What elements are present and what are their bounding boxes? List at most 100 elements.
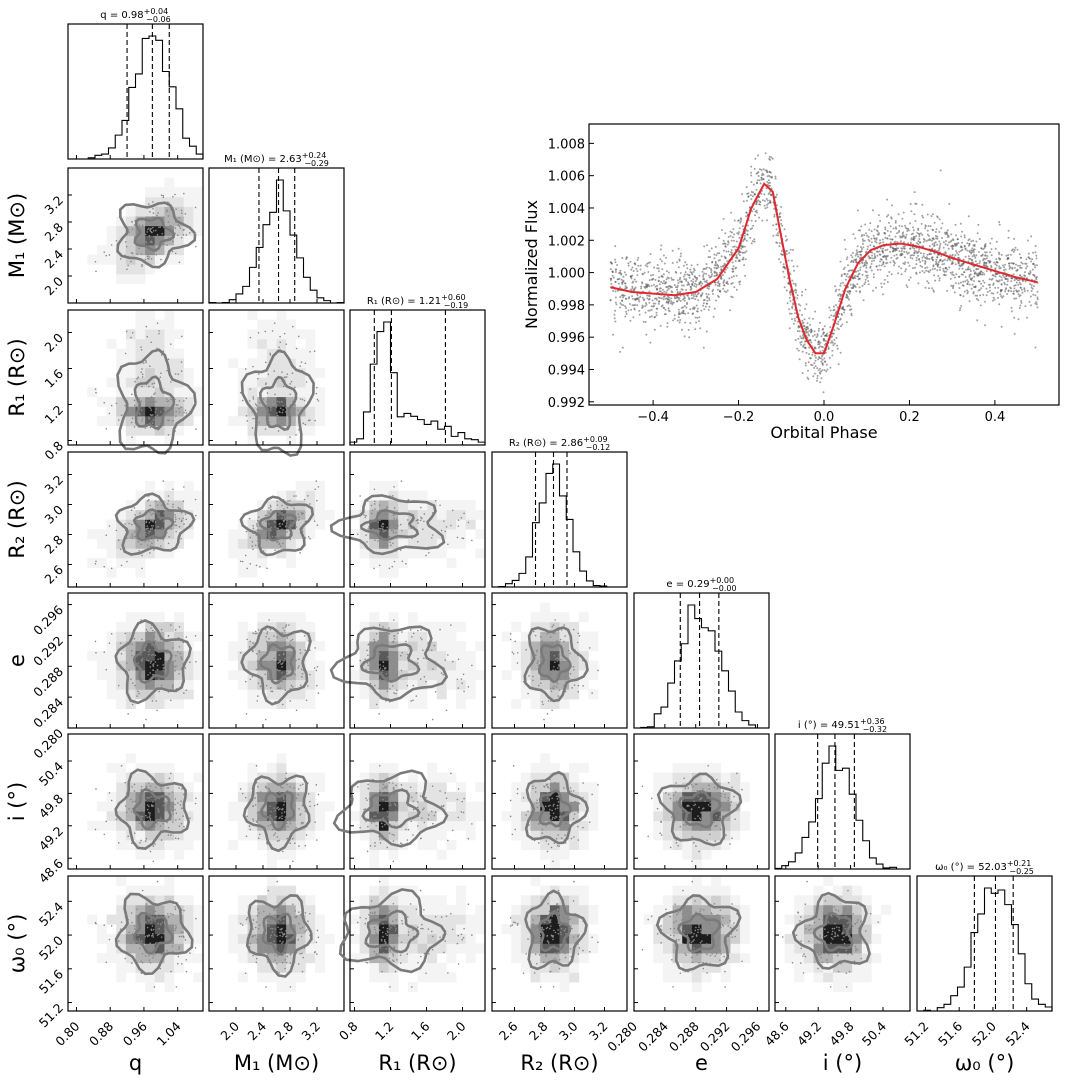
sample-point: [138, 810, 140, 812]
sample-point: [259, 685, 262, 688]
density-cell: [569, 820, 580, 831]
sample-point: [409, 629, 412, 631]
sample-point: [356, 786, 359, 788]
sample-point: [390, 926, 392, 929]
density-cell: [315, 416, 326, 427]
sample-point: [130, 810, 133, 813]
sample-point: [149, 819, 152, 822]
density-cell: [456, 519, 467, 530]
sample-point: [155, 941, 157, 944]
sample-point: [568, 677, 571, 680]
sample-point: [537, 660, 539, 662]
density-cell: [740, 820, 751, 831]
sample-point: [378, 654, 380, 657]
sample-point: [382, 910, 384, 913]
density-cell: [436, 650, 447, 661]
density-cell: [407, 914, 418, 925]
sample-point: [693, 842, 695, 844]
sample-point: [385, 507, 388, 510]
sample-point: [549, 970, 551, 973]
density-cell: [135, 367, 146, 378]
density-cell: [407, 895, 418, 906]
sample-point: [181, 658, 183, 661]
density-cell: [145, 820, 156, 831]
sample-point: [535, 962, 538, 965]
sample-point: [105, 428, 108, 430]
sample-point: [285, 961, 288, 964]
density-cell: [247, 895, 258, 906]
sample-point: [108, 525, 111, 527]
density-cell: [183, 631, 194, 642]
sample-point: [440, 916, 443, 918]
sample-point: [127, 415, 129, 417]
density-cell: [549, 621, 560, 632]
sample-point: [276, 802, 278, 804]
sample-point: [379, 527, 382, 530]
density-cell: [237, 801, 248, 812]
sample-point: [185, 958, 188, 961]
sample-point: [291, 517, 294, 520]
sample-point: [385, 932, 387, 935]
density-cell: [164, 216, 175, 227]
sample-point: [697, 815, 699, 817]
sample-point: [152, 911, 155, 913]
sample-point: [380, 822, 383, 825]
sample-point: [430, 810, 433, 813]
density-cell: [276, 820, 287, 831]
sample-point: [152, 519, 155, 521]
sample-point: [249, 678, 252, 681]
sample-point: [295, 709, 298, 712]
sample-point: [400, 480, 403, 482]
sample-point: [410, 700, 412, 702]
density-cell: [116, 538, 127, 549]
sample-point: [162, 538, 165, 541]
density-cell: [388, 612, 399, 623]
sample-point: [244, 796, 247, 799]
sample-point: [314, 647, 317, 649]
sample-point: [168, 225, 171, 227]
sample-point: [115, 818, 118, 821]
sample-point: [514, 828, 517, 831]
density-cell: [569, 914, 580, 925]
density-cell: [569, 670, 580, 681]
density-cell: [559, 982, 570, 993]
sample-point: [382, 661, 384, 663]
sample-point: [314, 419, 317, 422]
density-cell: [446, 840, 457, 851]
sample-point: [175, 665, 177, 667]
sample-point: [165, 210, 168, 213]
density-cell: [295, 953, 306, 964]
sample-point: [401, 843, 403, 845]
density-cell: [106, 791, 117, 802]
density-cell: [682, 840, 693, 851]
density-cell: [116, 621, 127, 632]
sample-point: [430, 649, 433, 652]
sample-point: [270, 402, 273, 405]
density-cell: [475, 801, 486, 812]
density-cell: [691, 982, 702, 993]
sample-point: [366, 961, 369, 964]
sample-point: [284, 397, 287, 400]
density-cell: [436, 962, 447, 973]
density-cell: [511, 943, 522, 954]
density-cell: [398, 811, 409, 822]
sample-point: [133, 637, 136, 640]
sample-point: [314, 821, 317, 823]
sample-point: [178, 948, 180, 950]
density-cell: [183, 840, 194, 851]
sample-point: [388, 925, 391, 927]
sample-point: [695, 845, 697, 847]
sample-point: [553, 654, 556, 657]
sample-point: [299, 784, 302, 787]
density-cell: [417, 670, 428, 681]
sample-point: [178, 407, 180, 410]
density-cell: [501, 924, 512, 935]
sample-point: [254, 934, 256, 937]
sample-point: [401, 922, 404, 925]
sample-point: [148, 532, 150, 535]
sample-point: [136, 695, 138, 697]
density-cell: [295, 480, 306, 491]
density-cell: [276, 319, 287, 330]
sample-point: [144, 955, 147, 957]
sample-point: [194, 802, 197, 805]
